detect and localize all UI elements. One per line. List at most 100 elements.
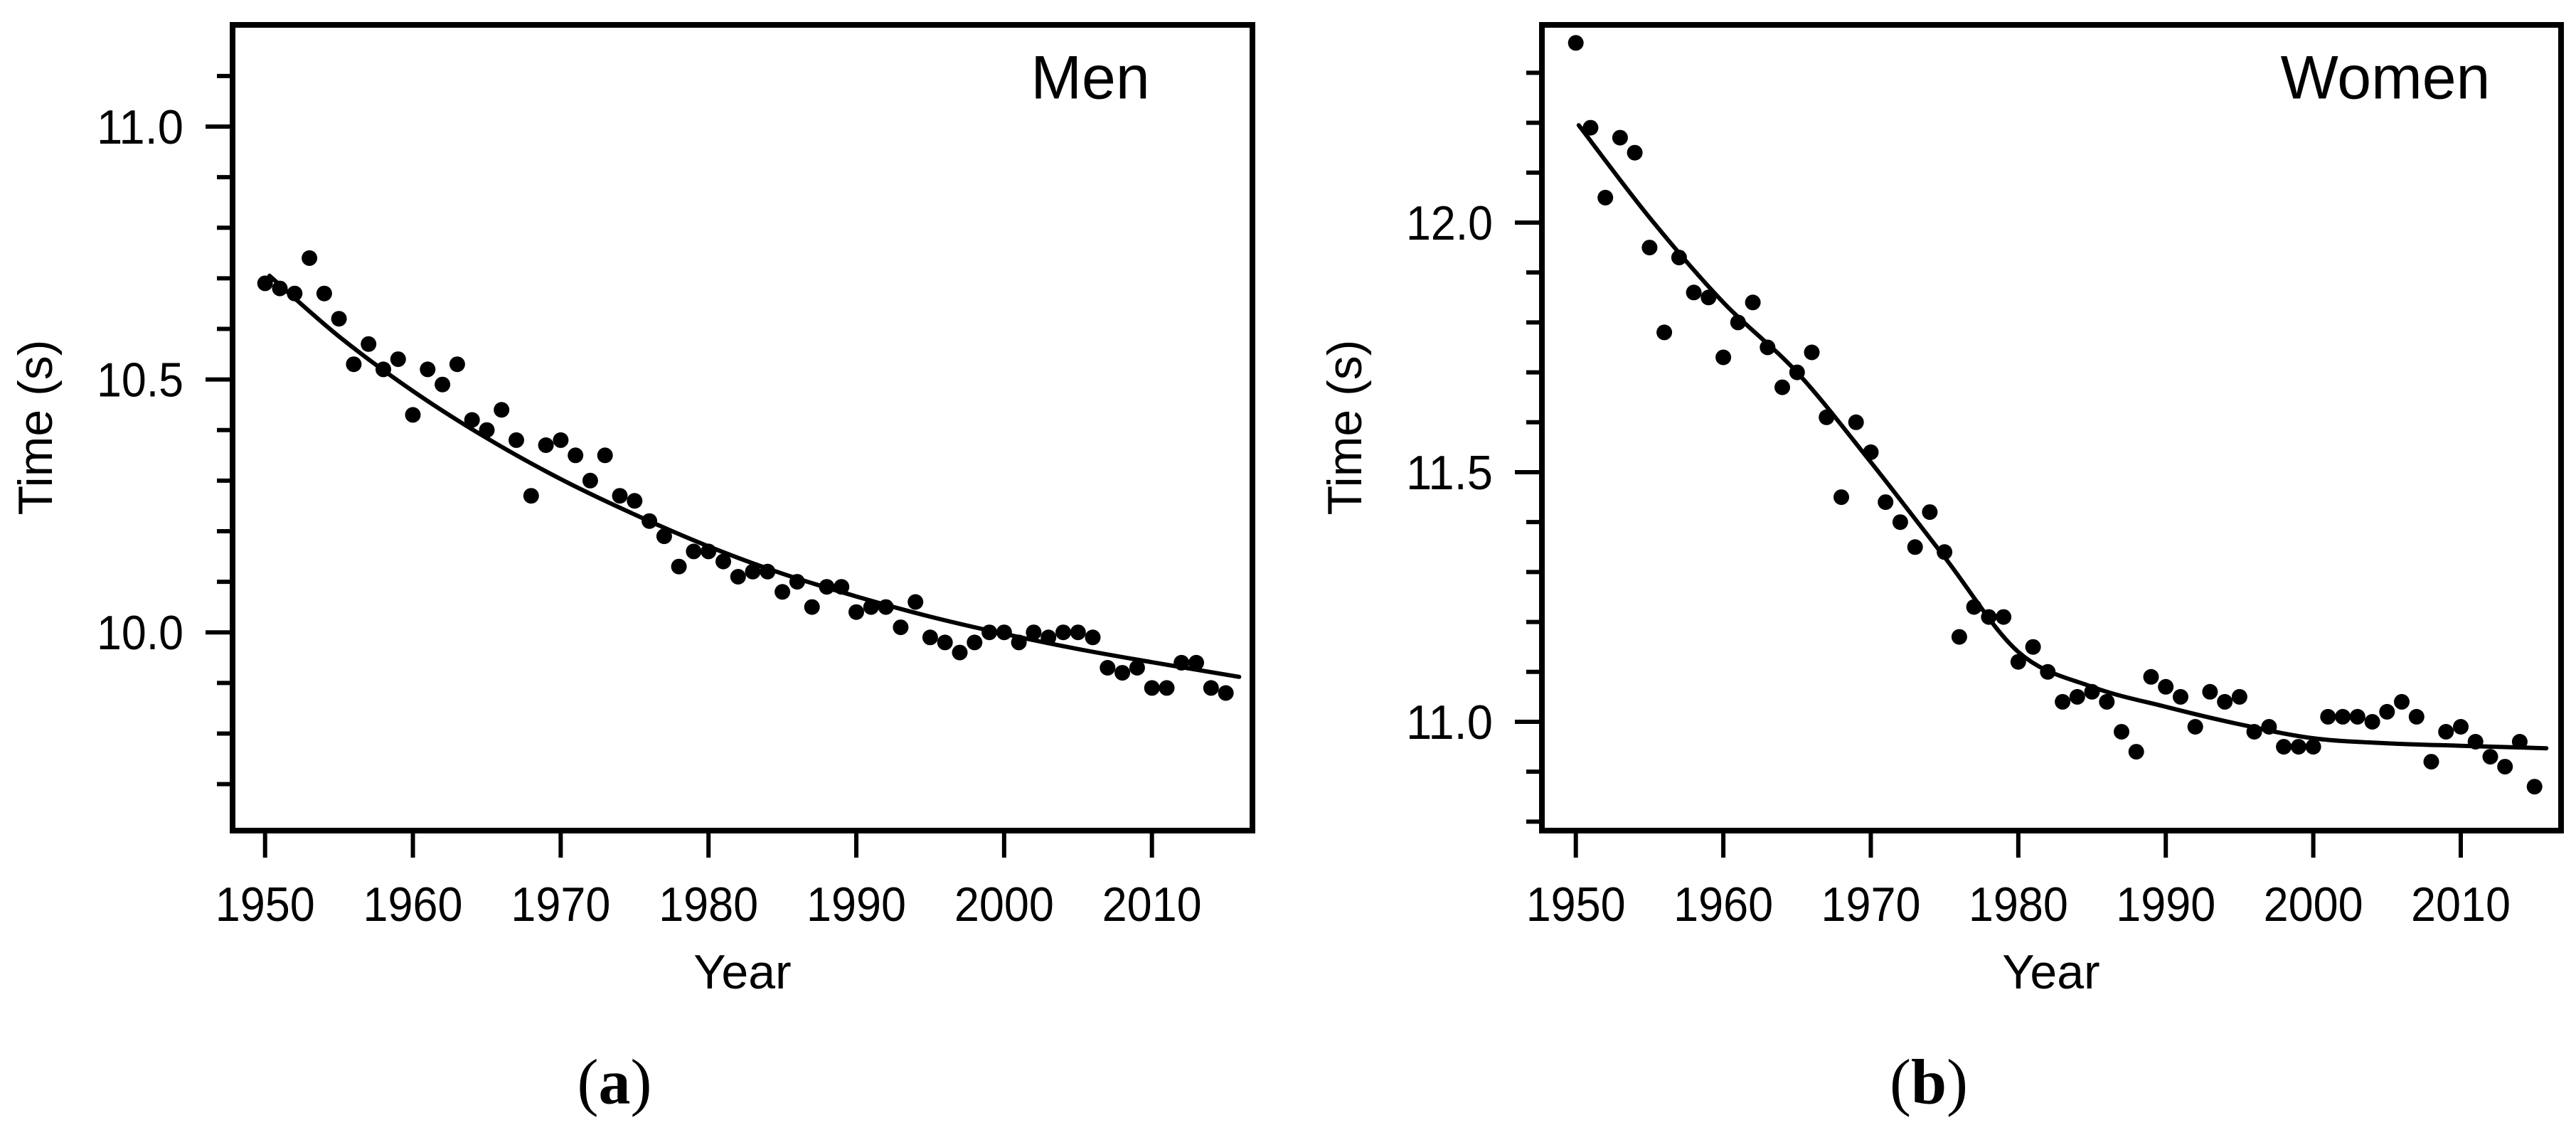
x-tick-label: 2000 <box>954 878 1054 932</box>
data-point <box>1937 544 1953 560</box>
data-point <box>1011 634 1027 651</box>
data-point <box>2069 688 2085 705</box>
data-point <box>1892 514 1908 531</box>
data-point <box>1627 144 1643 161</box>
data-point <box>1055 624 1071 641</box>
data-point <box>1159 680 1175 696</box>
x-tick-label: 1960 <box>1673 878 1773 932</box>
data-point <box>1582 119 1599 136</box>
data-point <box>2511 734 2528 750</box>
data-point <box>346 356 362 373</box>
data-point <box>2305 739 2321 755</box>
data-point <box>952 644 968 661</box>
data-point <box>2025 639 2041 655</box>
y-tick-label: 10.5 <box>97 353 183 407</box>
data-point <box>2394 693 2410 710</box>
data-point <box>2335 708 2351 725</box>
x-tick-label: 1970 <box>1821 878 1920 932</box>
data-point <box>686 543 702 560</box>
data-point <box>819 579 835 595</box>
data-point <box>1040 629 1057 646</box>
data-point <box>775 584 791 600</box>
data-point <box>361 336 377 352</box>
data-point <box>789 574 805 590</box>
panel-b-tag-close: ) <box>1947 1047 1969 1118</box>
panel-a-fit-curve <box>267 273 1242 679</box>
x-tick-label: 1970 <box>511 878 610 932</box>
data-point <box>981 624 998 641</box>
data-point <box>2453 719 2469 735</box>
data-point <box>582 472 598 489</box>
data-point <box>2379 703 2395 720</box>
panel-b-x-ticks: 1950 1960 1970 1980 1990 2000 2010 <box>1526 831 2511 932</box>
data-point <box>1026 624 1042 641</box>
panel-b-tag: (b) <box>1890 1046 1968 1119</box>
data-point <box>908 594 924 610</box>
data-point <box>2423 754 2439 770</box>
data-point <box>316 285 332 302</box>
data-point <box>376 361 391 378</box>
data-point <box>1745 294 1761 311</box>
data-point <box>2202 683 2218 700</box>
data-point <box>2438 724 2454 740</box>
panel-a-y-ticks: 11.0 10.5 10.0 <box>97 73 233 787</box>
data-point <box>2099 693 2115 710</box>
data-point <box>2114 724 2129 740</box>
data-point <box>2290 739 2306 755</box>
data-point <box>760 563 776 580</box>
data-point <box>834 579 850 595</box>
x-tick-label: 1950 <box>1526 878 1626 932</box>
data-point <box>1129 660 1145 676</box>
y-tick-label: 11.5 <box>1406 446 1493 500</box>
x-tick-label: 1990 <box>807 878 906 932</box>
data-point <box>656 528 672 545</box>
data-point <box>2482 749 2498 765</box>
x-tick-label: 2000 <box>2264 878 2363 932</box>
y-tick-label: 11.0 <box>97 100 183 154</box>
data-point <box>1070 624 1086 641</box>
panel-a-x-axis-title: Year <box>693 945 792 999</box>
data-point <box>996 624 1012 641</box>
data-point <box>2010 654 2026 670</box>
data-point <box>863 599 879 615</box>
data-point <box>449 356 465 373</box>
data-point <box>464 412 480 428</box>
data-point <box>538 437 554 453</box>
data-point <box>701 543 717 560</box>
data-point <box>287 285 303 302</box>
x-tick-label: 2010 <box>1102 878 1202 932</box>
panel-a-tag-close: ) <box>630 1047 652 1118</box>
data-point <box>2158 678 2174 695</box>
data-point <box>2217 693 2233 710</box>
data-point <box>893 619 909 636</box>
data-point <box>2364 714 2380 730</box>
data-point <box>2246 724 2262 740</box>
panel-a-y-axis-title: Time (s) <box>9 339 63 516</box>
panel-b-tag-letter: b <box>1910 1047 1947 1118</box>
panel-b-y-axis-title: Time (s) <box>1318 339 1372 516</box>
data-point <box>612 488 628 504</box>
data-point <box>1730 314 1746 331</box>
data-point <box>331 311 347 327</box>
panel-a-tag-open: ( <box>577 1047 599 1118</box>
data-point <box>1848 414 1864 430</box>
data-point <box>1804 344 1820 361</box>
data-point <box>2467 734 2484 750</box>
data-point <box>745 563 761 580</box>
panel-b-frame <box>1539 22 2564 833</box>
data-point <box>1641 240 1658 256</box>
data-point <box>523 488 539 504</box>
data-point <box>597 447 613 464</box>
data-point <box>1085 629 1101 646</box>
data-point <box>1833 489 1849 506</box>
data-point <box>1114 665 1131 681</box>
data-point <box>2040 663 2056 680</box>
data-point <box>1996 609 2012 625</box>
data-point <box>1878 494 1894 511</box>
data-point <box>257 275 273 292</box>
data-point <box>2320 708 2336 725</box>
y-tick-label: 10.0 <box>97 606 183 660</box>
data-point <box>420 361 436 378</box>
data-point <box>848 604 864 620</box>
